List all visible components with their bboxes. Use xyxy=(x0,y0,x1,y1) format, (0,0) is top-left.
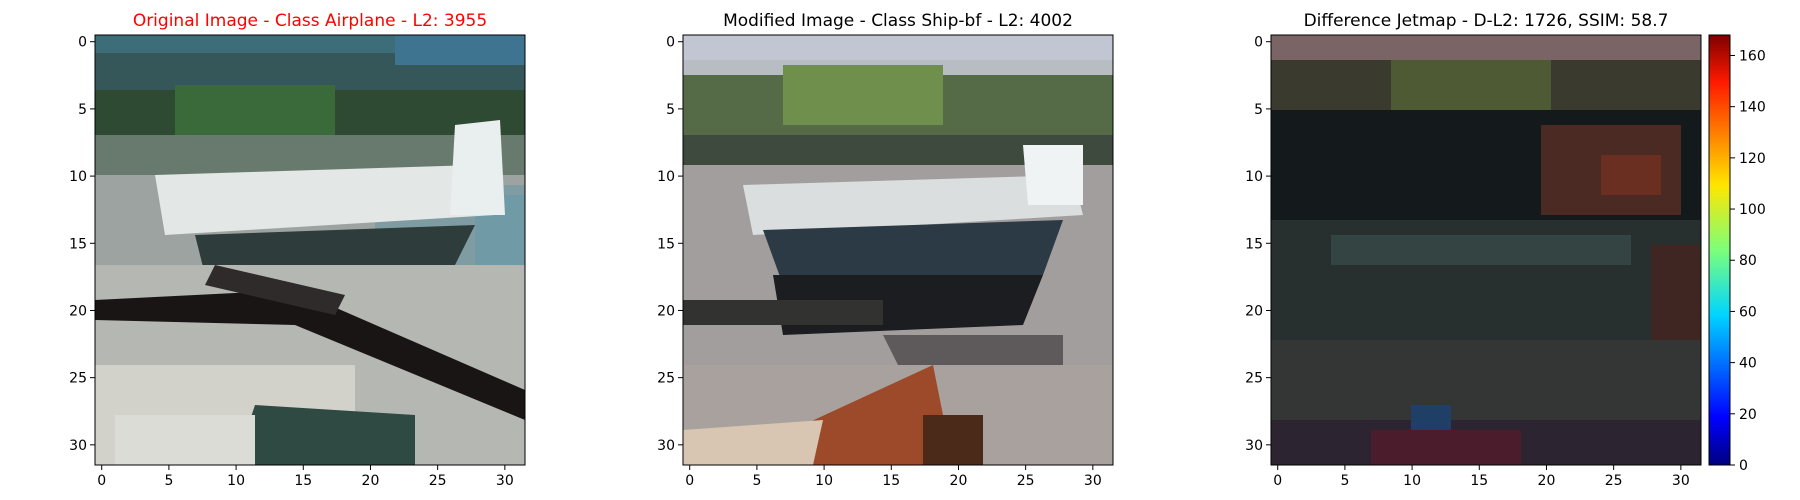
x-tick-label: 5 xyxy=(1340,473,1349,489)
original-image xyxy=(95,35,525,465)
y-tick-label: 25 xyxy=(69,371,87,387)
x-tick-label: 15 xyxy=(1470,473,1488,489)
x-tick-label: 0 xyxy=(1273,473,1282,489)
x-tick-label: 10 xyxy=(1403,473,1421,489)
x-tick-label: 25 xyxy=(429,473,447,489)
x-tick-label: 30 xyxy=(1672,473,1690,489)
x-tick-label: 30 xyxy=(1084,473,1102,489)
colorbar-tick-label: 120 xyxy=(1739,151,1766,167)
colorbar-tick-label: 20 xyxy=(1739,407,1757,423)
y-tick-label: 20 xyxy=(69,303,87,319)
x-tick-label: 5 xyxy=(752,473,761,489)
y-tick-label: 15 xyxy=(657,236,675,252)
colorbar-tick-label: 140 xyxy=(1739,100,1766,116)
y-tick-label: 5 xyxy=(666,102,675,118)
colorbar: 0 20 40 60 80 100 120 140 160 xyxy=(1708,34,1766,474)
y-tick-label: 20 xyxy=(1245,303,1263,319)
y-tick-label: 0 xyxy=(666,35,675,51)
y-tick-label: 25 xyxy=(657,371,675,387)
x-tick-label: 30 xyxy=(496,473,514,489)
y-tick-label: 30 xyxy=(69,438,87,454)
y-tick-label: 10 xyxy=(1245,169,1263,185)
colorbar-tick-label: 60 xyxy=(1739,304,1757,320)
panel-3: Difference Jetmap - D-L2: 1726, SSIM: 58… xyxy=(1245,11,1702,489)
difference-jetmap xyxy=(1271,35,1701,465)
y-tick-label: 15 xyxy=(69,236,87,252)
y-tick-label: 10 xyxy=(657,169,675,185)
panel-2: Modified Image - Class Ship-bf - L2: 400… xyxy=(657,11,1114,489)
y-tick-label: 0 xyxy=(78,35,87,51)
colorbar-gradient xyxy=(1708,34,1731,466)
panel-1: Original Image - Class Airplane - L2: 39… xyxy=(69,11,526,489)
axes-frame xyxy=(1270,34,1702,466)
y-tick-label: 5 xyxy=(78,102,87,118)
x-tick-label: 5 xyxy=(164,473,173,489)
y-tick-label: 10 xyxy=(69,169,87,185)
modified-image xyxy=(683,35,1113,465)
x-tick-label: 15 xyxy=(294,473,312,489)
y-tick-label: 15 xyxy=(1245,236,1263,252)
panel-title: Original Image - Class Airplane - L2: 39… xyxy=(133,11,487,31)
x-tick-label: 15 xyxy=(882,473,900,489)
x-tick-label: 20 xyxy=(362,473,380,489)
axes-frame xyxy=(94,34,526,466)
x-tick-label: 10 xyxy=(815,473,833,489)
x-tick-label: 25 xyxy=(1605,473,1623,489)
panel-title: Modified Image - Class Ship-bf - L2: 400… xyxy=(723,11,1073,31)
x-tick-label: 20 xyxy=(950,473,968,489)
colorbar-tick-label: 100 xyxy=(1739,202,1766,218)
y-tick-label: 20 xyxy=(657,303,675,319)
colorbar-tick-label: 80 xyxy=(1739,253,1757,269)
colorbar-tick-label: 0 xyxy=(1739,458,1748,474)
colorbar-tick-label: 160 xyxy=(1739,48,1766,64)
axes-frame xyxy=(682,34,1114,466)
y-tick-label: 30 xyxy=(1245,438,1263,454)
y-tick-label: 25 xyxy=(1245,371,1263,387)
y-tick-label: 0 xyxy=(1254,35,1263,51)
colorbar-tick-label: 40 xyxy=(1739,356,1757,372)
x-tick-label: 10 xyxy=(227,473,245,489)
y-tick-label: 5 xyxy=(1254,102,1263,118)
x-tick-label: 20 xyxy=(1538,473,1556,489)
x-tick-label: 0 xyxy=(97,473,106,489)
x-tick-label: 0 xyxy=(685,473,694,489)
y-tick-label: 30 xyxy=(657,438,675,454)
x-tick-label: 25 xyxy=(1017,473,1035,489)
panel-title: Difference Jetmap - D-L2: 1726, SSIM: 58… xyxy=(1304,11,1669,31)
